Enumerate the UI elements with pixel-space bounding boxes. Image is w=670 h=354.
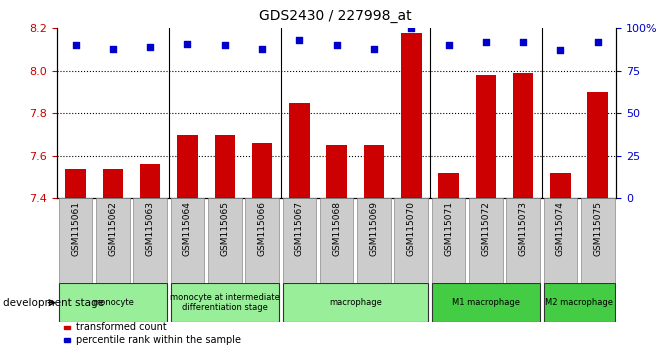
Text: GSM115072: GSM115072 xyxy=(481,201,490,256)
Bar xyxy=(96,198,130,283)
Point xyxy=(294,38,305,43)
Bar xyxy=(543,283,614,322)
Bar xyxy=(283,283,428,322)
Bar xyxy=(171,283,279,322)
Bar xyxy=(581,198,614,283)
Bar xyxy=(507,198,540,283)
Text: GSM115069: GSM115069 xyxy=(369,201,379,256)
Point xyxy=(369,46,379,52)
Bar xyxy=(171,198,204,283)
Text: M2 macrophage: M2 macrophage xyxy=(545,298,613,307)
Point xyxy=(182,41,193,46)
Point xyxy=(518,39,529,45)
Text: monocyte at intermediate
differentiation stage: monocyte at intermediate differentiation… xyxy=(170,293,279,312)
Bar xyxy=(103,169,123,198)
Bar xyxy=(133,198,167,283)
Bar xyxy=(178,135,198,198)
Point xyxy=(555,47,565,53)
Bar xyxy=(588,92,608,198)
Bar xyxy=(208,198,242,283)
Bar xyxy=(401,33,421,198)
Point xyxy=(406,25,417,31)
Text: GSM115064: GSM115064 xyxy=(183,201,192,256)
Bar xyxy=(59,283,167,322)
Text: GSM115068: GSM115068 xyxy=(332,201,341,256)
Text: M1 macrophage: M1 macrophage xyxy=(452,298,520,307)
Bar xyxy=(245,198,279,283)
Text: GSM115062: GSM115062 xyxy=(109,201,117,256)
Point xyxy=(480,39,491,45)
Bar xyxy=(59,198,92,283)
Text: GSM115065: GSM115065 xyxy=(220,201,229,256)
Point xyxy=(443,42,454,48)
Bar xyxy=(476,75,496,198)
Point xyxy=(107,46,118,52)
Point xyxy=(592,39,603,45)
Bar xyxy=(469,198,502,283)
Text: GSM115073: GSM115073 xyxy=(519,201,528,256)
Text: transformed count: transformed count xyxy=(76,322,166,332)
Bar xyxy=(364,145,384,198)
Text: percentile rank within the sample: percentile rank within the sample xyxy=(76,335,241,345)
Text: macrophage: macrophage xyxy=(329,298,382,307)
Text: GSM115067: GSM115067 xyxy=(295,201,304,256)
Text: GSM115061: GSM115061 xyxy=(71,201,80,256)
Text: monocyte: monocyte xyxy=(92,298,134,307)
Text: GSM115063: GSM115063 xyxy=(145,201,155,256)
Text: GSM115070: GSM115070 xyxy=(407,201,416,256)
Point xyxy=(145,44,155,50)
Bar xyxy=(66,169,86,198)
Bar xyxy=(431,283,540,322)
Text: GSM115074: GSM115074 xyxy=(556,201,565,256)
Bar xyxy=(431,198,466,283)
Point xyxy=(70,42,81,48)
Text: GDS2430 / 227998_at: GDS2430 / 227998_at xyxy=(259,9,411,23)
Point xyxy=(257,46,267,52)
Bar xyxy=(513,73,533,198)
Point xyxy=(331,42,342,48)
Bar xyxy=(320,198,354,283)
Bar xyxy=(214,135,235,198)
Point xyxy=(219,42,230,48)
Bar xyxy=(357,198,391,283)
Text: GSM115066: GSM115066 xyxy=(257,201,267,256)
Bar xyxy=(283,198,316,283)
Text: GSM115075: GSM115075 xyxy=(593,201,602,256)
Text: GSM115071: GSM115071 xyxy=(444,201,453,256)
Bar xyxy=(550,173,571,198)
Text: development stage: development stage xyxy=(3,298,105,308)
Bar xyxy=(326,145,347,198)
Bar xyxy=(438,173,459,198)
Bar xyxy=(289,103,310,198)
Bar xyxy=(252,143,272,198)
Bar xyxy=(543,198,578,283)
Bar xyxy=(395,198,428,283)
Bar xyxy=(140,164,160,198)
